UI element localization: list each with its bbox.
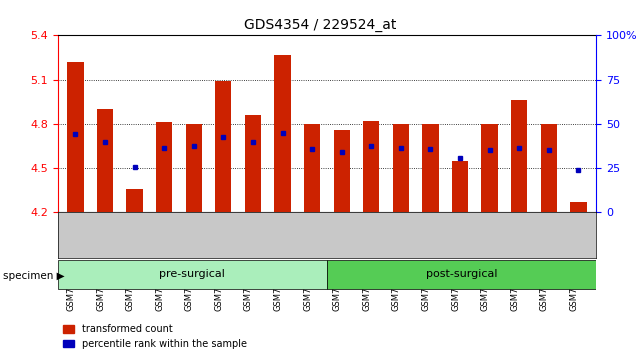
FancyBboxPatch shape: [327, 260, 596, 289]
Bar: [481, 124, 498, 212]
Text: specimen ▶: specimen ▶: [3, 271, 65, 281]
Legend: transformed count, percentile rank within the sample: transformed count, percentile rank withi…: [63, 324, 247, 349]
FancyBboxPatch shape: [58, 260, 327, 289]
Bar: [126, 189, 143, 212]
Bar: [452, 161, 468, 212]
Bar: [333, 130, 350, 212]
Bar: [363, 121, 379, 212]
Bar: [156, 122, 172, 212]
Bar: [215, 81, 231, 212]
Bar: [245, 115, 261, 212]
Bar: [186, 124, 202, 212]
Bar: [274, 55, 290, 212]
Bar: [97, 109, 113, 212]
Bar: [540, 124, 557, 212]
Bar: [422, 124, 438, 212]
Text: pre-surgical: pre-surgical: [160, 269, 225, 279]
Bar: [393, 124, 409, 212]
Text: GDS4354 / 229524_at: GDS4354 / 229524_at: [244, 18, 397, 32]
Bar: [511, 100, 528, 212]
Bar: [304, 124, 320, 212]
Text: post-surgical: post-surgical: [426, 269, 497, 279]
Bar: [570, 202, 587, 212]
Bar: [67, 62, 83, 212]
